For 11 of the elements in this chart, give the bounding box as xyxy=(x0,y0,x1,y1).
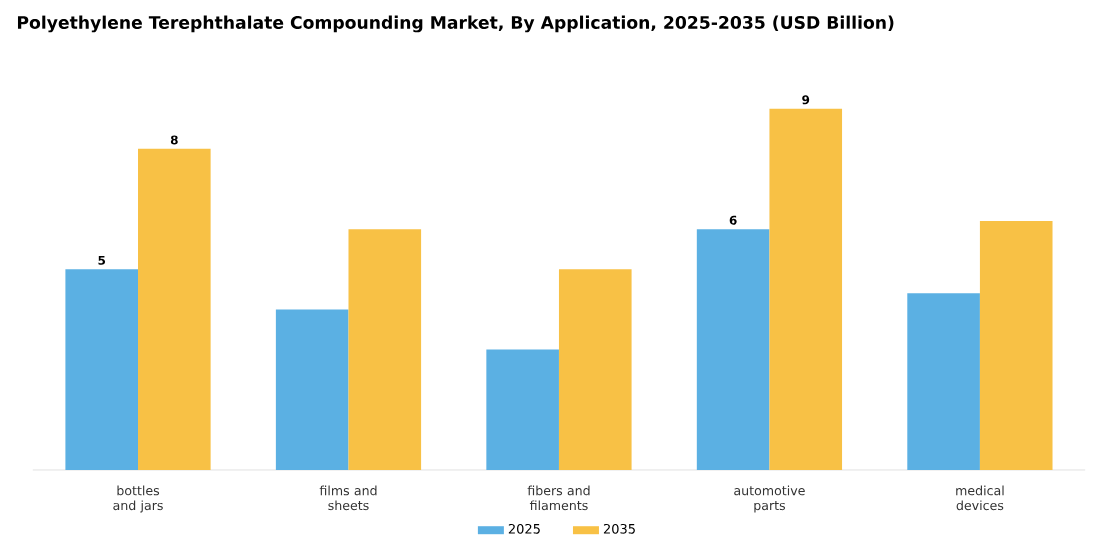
bar xyxy=(275,309,349,470)
bar xyxy=(558,269,632,470)
bar xyxy=(65,269,139,470)
bar xyxy=(348,229,422,470)
bar xyxy=(138,148,211,470)
bar xyxy=(486,349,559,470)
bar xyxy=(696,229,770,470)
bar xyxy=(769,108,843,470)
chart-title: Polyethylene Terephthalate Compounding Market, By Application, 2025-2035 (USD Billion) xyxy=(17,15,894,33)
bar xyxy=(907,293,980,470)
bar xyxy=(979,221,1053,470)
